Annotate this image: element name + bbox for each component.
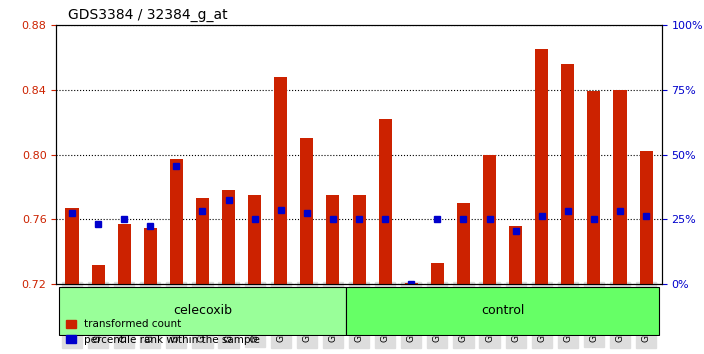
FancyBboxPatch shape [346, 287, 659, 335]
Bar [639, 151, 653, 284]
Bar [613, 90, 627, 284]
Bar [327, 195, 339, 284]
Text: GDS3384 / 32384_g_at: GDS3384 / 32384_g_at [68, 8, 228, 22]
Bar [92, 265, 105, 284]
Bar [144, 228, 157, 284]
Bar [353, 195, 365, 284]
Bar [118, 224, 131, 284]
Legend: transformed count, percentile rank within the sample: transformed count, percentile rank withi… [61, 315, 265, 349]
Bar [196, 198, 209, 284]
Bar [379, 119, 391, 284]
FancyBboxPatch shape [59, 287, 346, 335]
Bar [405, 283, 417, 284]
Bar [65, 208, 79, 284]
Text: control: control [481, 304, 524, 317]
Bar [483, 155, 496, 284]
Bar [431, 263, 444, 284]
Bar [457, 203, 470, 284]
Bar [222, 190, 235, 284]
Bar [301, 138, 313, 284]
Bar [587, 91, 601, 284]
Bar [561, 64, 574, 284]
Bar [170, 159, 183, 284]
Bar [509, 226, 522, 284]
Bar [248, 195, 261, 284]
Text: agent: agent [0, 353, 1, 354]
Bar [275, 77, 287, 284]
Text: celecoxib: celecoxib [173, 304, 232, 317]
Bar [535, 49, 548, 284]
